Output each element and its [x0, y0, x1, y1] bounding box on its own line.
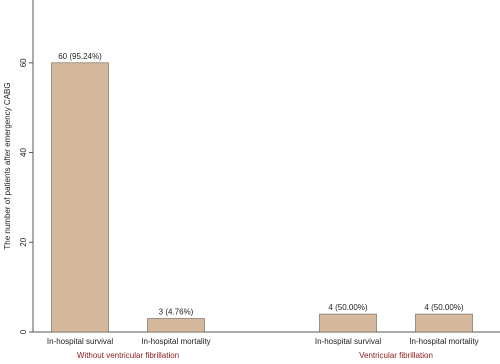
x-tick-label: In-hospital survival [315, 337, 381, 346]
y-axis-label: The number of patients after emergency C… [3, 82, 12, 249]
x-tick-label: In-hospital mortality [141, 337, 210, 346]
y-tick-label: 20 [19, 237, 28, 246]
bar [51, 62, 109, 333]
value-label: 4 (50.00%) [424, 303, 463, 312]
y-tick-label: 40 [19, 148, 28, 157]
y-tick-label: 0 [19, 329, 28, 334]
bar [147, 318, 205, 333]
bar [415, 313, 473, 333]
value-label: 60 (95.24%) [58, 52, 102, 61]
x-tick-label: In-hospital survival [47, 337, 113, 346]
y-tick-label: 60 [19, 58, 28, 67]
x-tick-label: In-hospital mortality [409, 337, 478, 346]
value-label: 3 (4.76%) [159, 308, 194, 317]
bar [319, 313, 377, 333]
group-label: Without ventricular fibrillation [77, 351, 179, 360]
group-label: Ventricular fibrillation [359, 351, 433, 360]
value-label: 4 (50.00%) [328, 303, 367, 312]
